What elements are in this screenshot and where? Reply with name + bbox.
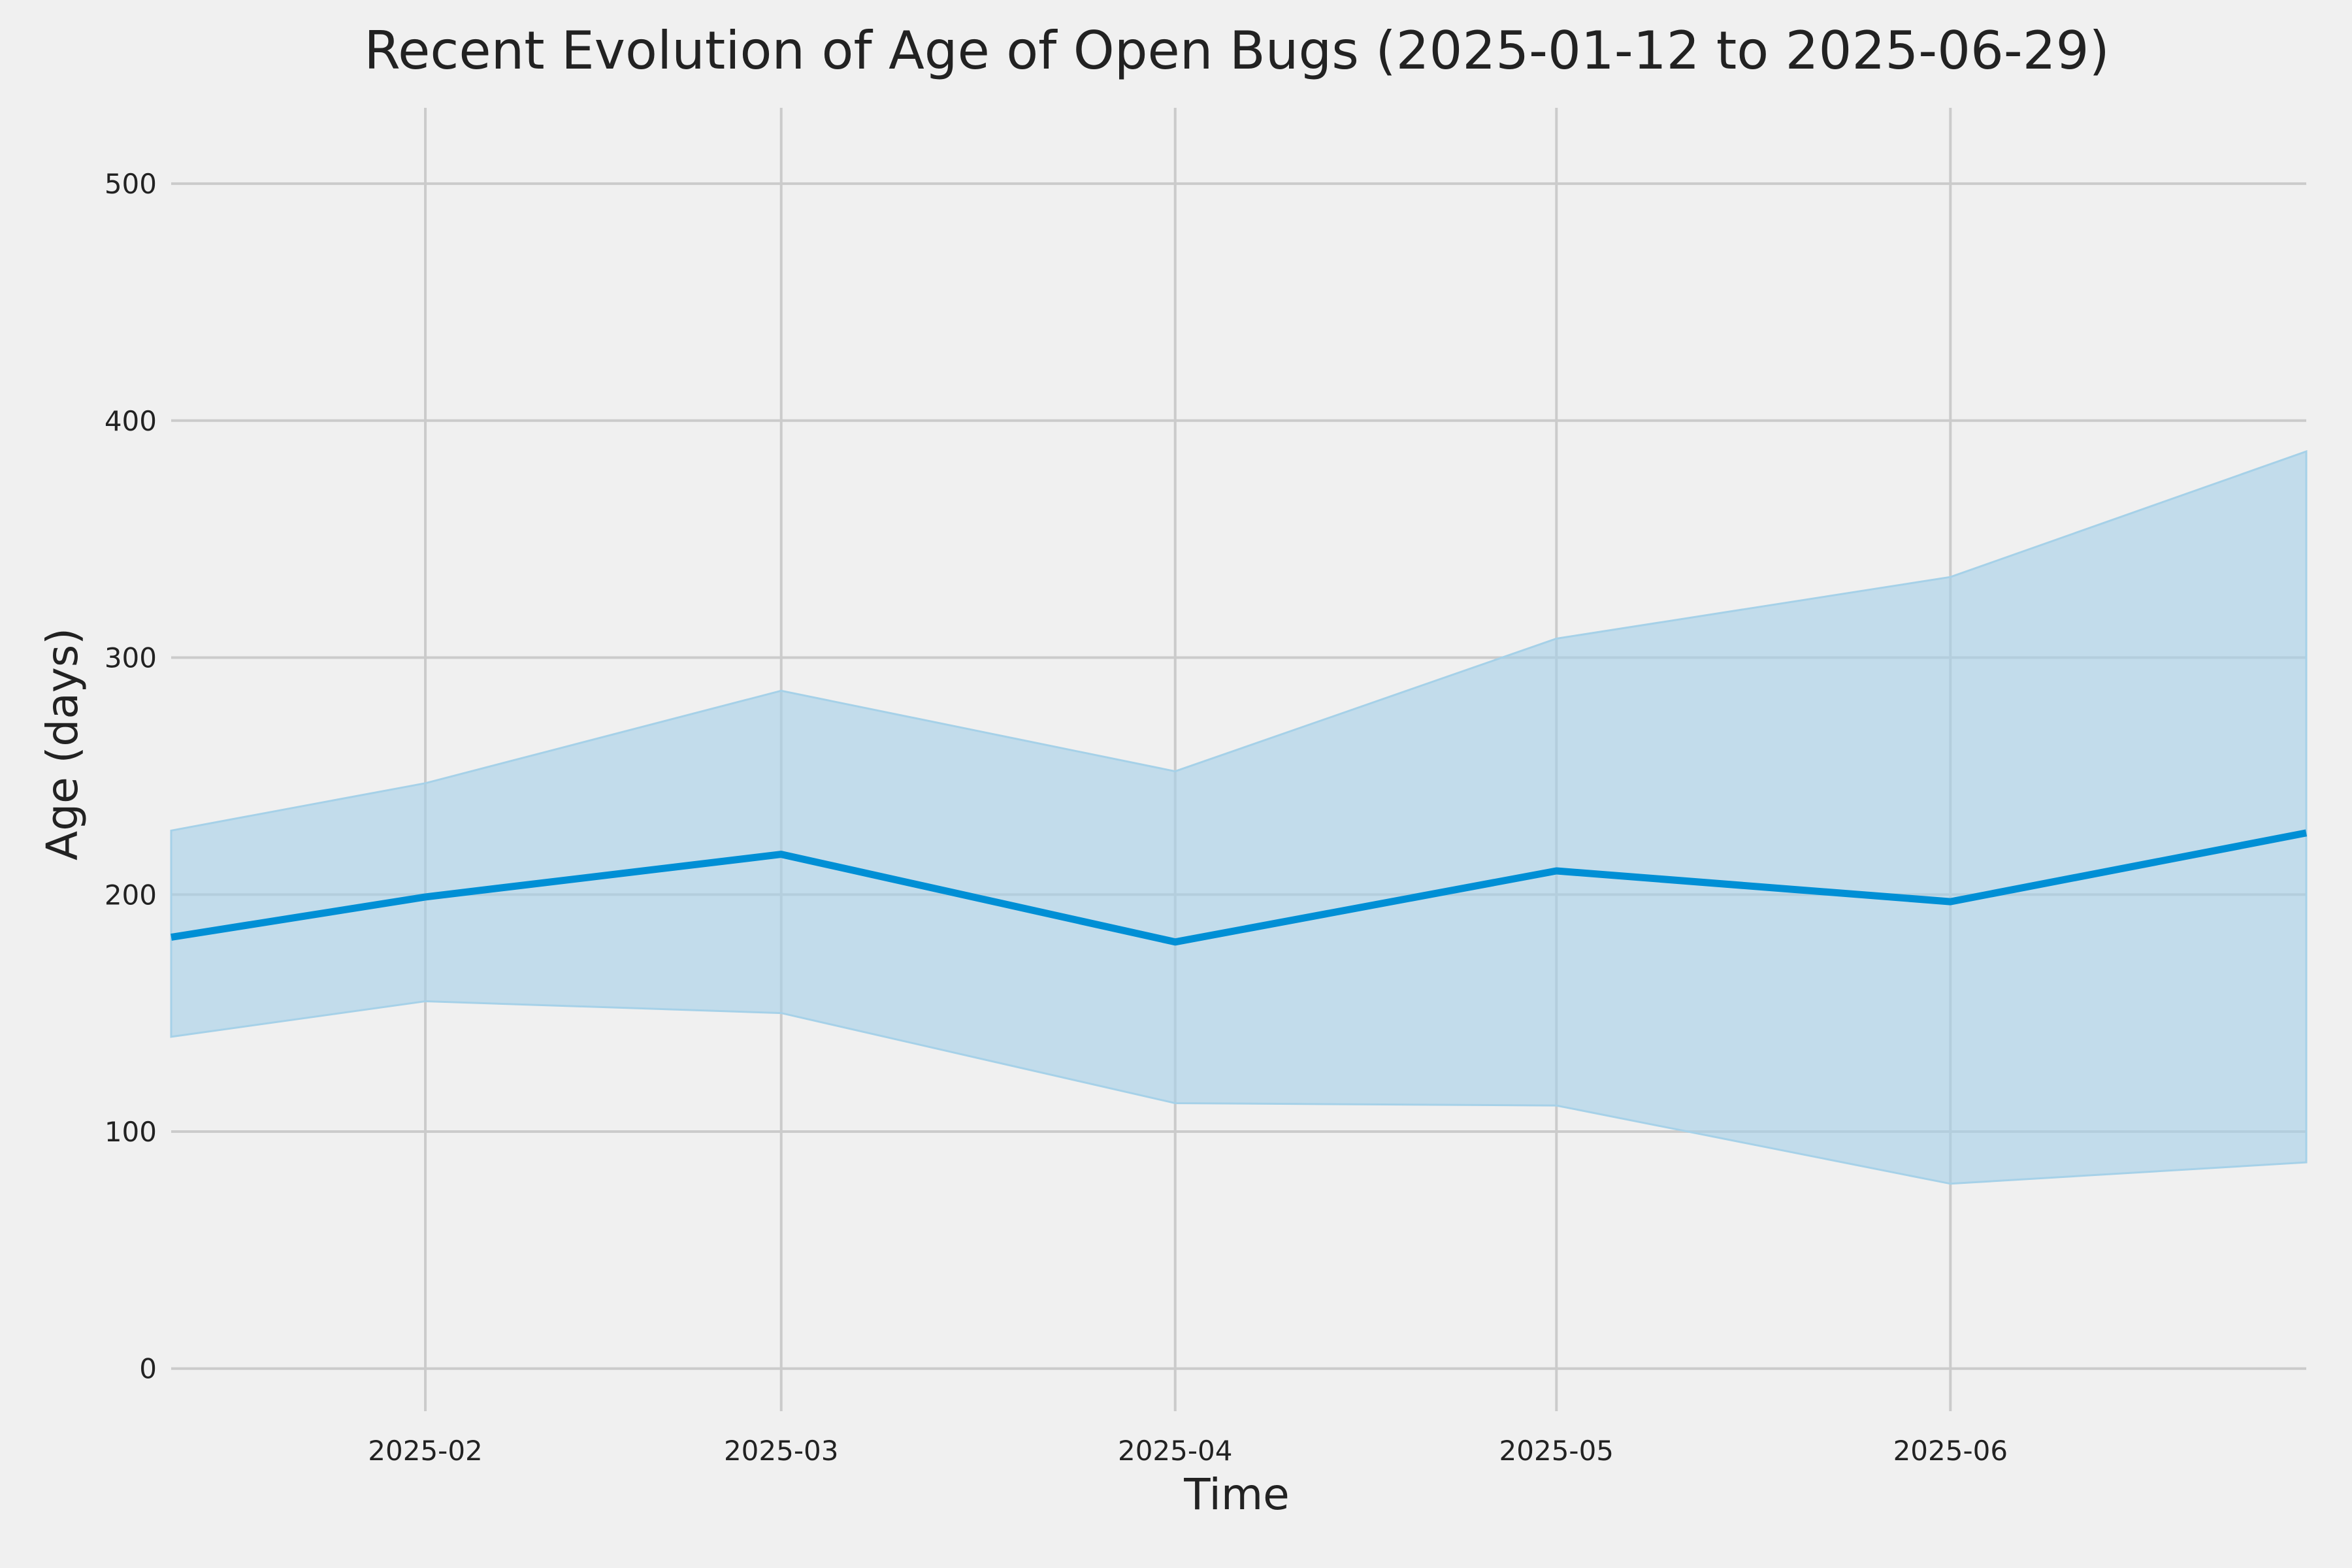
confidence-band-area xyxy=(170,449,2308,1185)
confidence-band xyxy=(170,449,2308,1185)
y-tick-label: 400 xyxy=(105,405,157,437)
data-point xyxy=(1171,938,1179,946)
series-line xyxy=(171,829,2308,946)
y-tick-label: 100 xyxy=(105,1116,157,1148)
y-tick-label: 500 xyxy=(105,168,157,200)
x-tick-label: 2025-02 xyxy=(368,1435,483,1467)
y-tick-label: 0 xyxy=(139,1353,157,1385)
x-tick-label: 2025-04 xyxy=(1118,1435,1233,1467)
y-axis-ticks: 0 100 200 300 400 500 xyxy=(105,168,157,1385)
data-point xyxy=(2302,829,2310,837)
x-tick-label: 2025-05 xyxy=(1499,1435,1614,1467)
series-line-layer xyxy=(167,829,2310,946)
data-point xyxy=(1552,867,1560,875)
x-tick-label: 2025-03 xyxy=(724,1435,839,1467)
x-axis-label: Time xyxy=(1183,1469,1290,1520)
x-axis-ticks: 2025-02 2025-03 2025-04 2025-05 2025-06 xyxy=(368,1435,2008,1467)
y-tick-label: 300 xyxy=(105,642,157,674)
y-axis-label: Age (days) xyxy=(37,628,88,860)
data-point xyxy=(1946,898,1954,906)
x-tick-label: 2025-06 xyxy=(1893,1435,2008,1467)
data-point xyxy=(421,893,429,901)
data-point xyxy=(777,851,785,858)
chart-title: Recent Evolution of Age of Open Bugs (20… xyxy=(364,20,2110,81)
y-tick-label: 200 xyxy=(105,879,157,911)
data-point xyxy=(167,934,175,941)
